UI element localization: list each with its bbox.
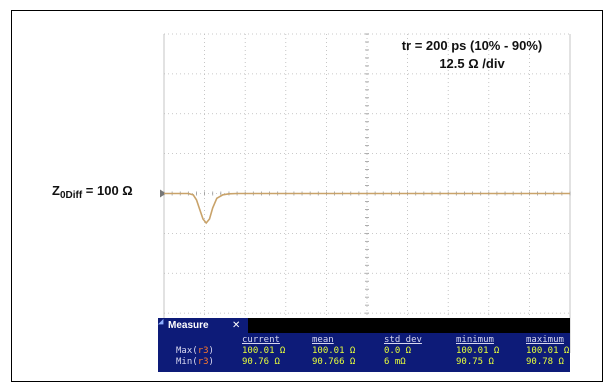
scale-annotation: 12.5 Ω /div <box>439 56 505 71</box>
header-std-dev: std dev <box>384 335 422 345</box>
impedance-prefix: Z <box>52 183 60 198</box>
max-std-dev: 0.0 Ω <box>384 346 412 356</box>
max-maximum: 100.01 Ω <box>526 346 570 356</box>
reference-arrow-icon <box>160 189 166 198</box>
max-minimum: 100.01 Ω <box>456 346 500 356</box>
min-maximum: 90.78 Ω <box>526 357 564 367</box>
max-current: 100.01 Ω <box>242 346 286 356</box>
measure-table <box>158 333 570 372</box>
measure-tab[interactable]: Measure <box>158 318 248 333</box>
impedance-reference-label: Z0Diff = 100 Ω <box>52 183 133 201</box>
min-current: 90.76 Ω <box>242 357 280 367</box>
rise-time-annotation: tr = 200 ps (10% - 90%) <box>401 38 543 53</box>
header-minimum: minimum <box>456 335 494 345</box>
tab-corner-icon: ◢ <box>158 318 164 327</box>
header-maximum: maximum <box>526 335 564 345</box>
min-mean: 90.766 Ω <box>312 357 356 367</box>
impedance-suffix: = 100 Ω <box>82 183 133 198</box>
row-label-min: Min(r3) <box>176 357 214 367</box>
impedance-trace <box>164 192 570 225</box>
measure-panel: Measure ◢ ✕ current mean std dev minimum… <box>158 318 570 372</box>
min-minimum: 90.75 Ω <box>456 357 494 367</box>
min-std-dev: 6 mΩ <box>384 357 406 367</box>
impedance-subscript: 0Diff <box>59 190 83 201</box>
max-mean: 100.01 Ω <box>312 346 356 356</box>
measure-tab-label: Measure <box>168 320 209 331</box>
header-mean: mean <box>312 335 334 345</box>
header-current: current <box>242 335 280 345</box>
row-label-max: Max(r3) <box>176 346 214 356</box>
close-icon[interactable]: ✕ <box>232 320 241 331</box>
